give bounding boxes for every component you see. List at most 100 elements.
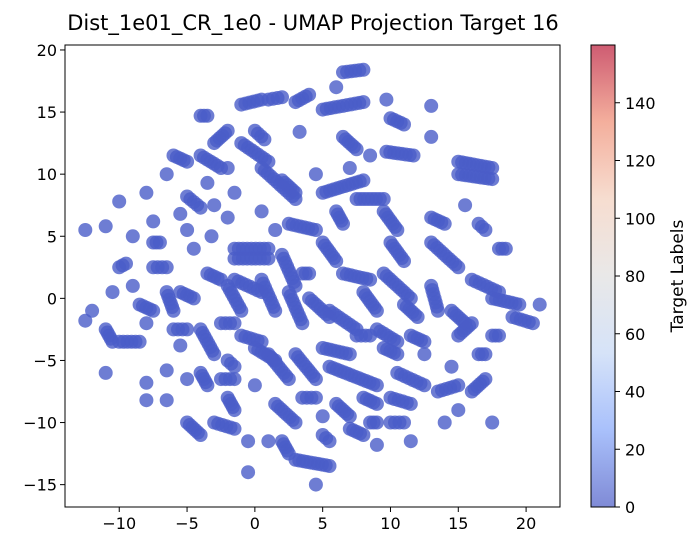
x-axis: −10 −5 0 5 10 15 20: [102, 507, 536, 533]
scatter-point: [369, 396, 384, 411]
scatter-point: [322, 459, 337, 473]
y-tick-label: −15: [23, 476, 57, 495]
scatter-point: [281, 372, 296, 387]
colorbar-tick-label: 120: [625, 152, 656, 171]
scatter-point: [308, 167, 323, 182]
scatter-point: [342, 347, 357, 362]
scatter-point: [247, 378, 262, 393]
scatter-point: [397, 117, 411, 132]
scatter-point: [204, 229, 219, 244]
scatter-point: [173, 206, 188, 221]
scatter-point: [417, 347, 432, 362]
scatter-point: [139, 393, 154, 408]
x-tick-label: −10: [102, 514, 136, 533]
scatter-point: [464, 316, 479, 331]
scatter-point: [424, 98, 439, 113]
scatter-point: [478, 223, 493, 237]
scatter-point: [159, 393, 174, 408]
scatter-point: [186, 291, 201, 306]
scatter-point: [288, 192, 303, 206]
scatter-point: [227, 421, 242, 436]
scatter-point: [512, 297, 527, 312]
scatter-point: [166, 303, 181, 318]
scatter-point: [444, 359, 459, 374]
scatter-point: [241, 434, 256, 449]
colorbar-ticks: 0 20 40 60 80 100 120 140: [615, 94, 656, 517]
scatter-point: [397, 254, 411, 269]
chart-title: Dist_1e01_CR_1e0 - UMAP Projection Targe…: [67, 11, 559, 36]
scatter-point: [152, 235, 167, 250]
scatter-point: [437, 415, 452, 430]
scatter-point: [369, 415, 384, 430]
scatter-point: [227, 372, 242, 387]
x-tick-label: 15: [448, 514, 468, 533]
scatter-point: [363, 148, 378, 163]
scatter-point: [186, 241, 201, 256]
colorbar-tick-label: 140: [625, 94, 656, 113]
scatter-point: [498, 241, 513, 256]
scatter-point: [227, 185, 242, 200]
colorbar: 0 20 40 60 80 100 120 140 Target Labels: [590, 44, 688, 517]
y-tick-label: 15: [37, 103, 57, 122]
scatter-point: [193, 200, 208, 215]
scatter-point: [254, 92, 269, 107]
scatter-point: [485, 161, 500, 175]
scatter-point: [424, 129, 439, 144]
y-tick-label: 10: [37, 165, 57, 184]
scatter-point: [180, 223, 195, 237]
colorbar-tick-label: 0: [625, 498, 635, 517]
scatter-point: [125, 229, 140, 244]
y-tick-label: 0: [47, 289, 57, 308]
scatter-point: [329, 254, 344, 269]
scatter-point: [349, 142, 364, 157]
x-tick-label: 0: [250, 514, 260, 533]
scatter-point: [112, 194, 127, 209]
scatter-point: [403, 396, 418, 411]
scatter-point: [342, 409, 357, 424]
y-tick-label: −10: [23, 414, 57, 433]
scatter-point: [308, 477, 323, 492]
scatter-point: [336, 216, 350, 231]
scatter-point: [139, 316, 154, 331]
scatter-point: [308, 390, 323, 405]
scatter-point: [261, 251, 276, 266]
scatter-point: [98, 219, 113, 234]
scatter-point: [322, 434, 337, 449]
scatter-point: [241, 465, 256, 480]
scatter-point: [369, 303, 384, 318]
y-tick-label: 5: [47, 227, 57, 246]
scatter-point: [132, 334, 147, 349]
scatter-point: [261, 434, 276, 449]
scatter-point: [254, 204, 269, 219]
colorbar-tick-label: 20: [625, 440, 645, 459]
scatter-point: [173, 338, 188, 353]
scatter-point: [308, 372, 323, 387]
scatter-point: [105, 285, 120, 300]
scatter-point: [85, 303, 100, 318]
scatter-point: [356, 173, 371, 188]
scatter-point: [257, 132, 272, 147]
scatter-point: [369, 378, 384, 393]
y-axis: −15 −10 −5 0 5 10 15 20: [23, 41, 65, 495]
scatter-point: [478, 372, 493, 387]
scatter-point: [180, 372, 195, 387]
scatter-point: [159, 363, 174, 378]
scatter-point: [220, 210, 235, 225]
scatter-points: [78, 62, 547, 492]
scatter-point: [308, 223, 323, 237]
scatter-point: [363, 272, 378, 287]
scatter-point: [159, 260, 174, 275]
scatter-point: [379, 92, 394, 107]
scatter-point: [458, 198, 473, 213]
scatter-point: [146, 303, 161, 318]
scatter-point: [139, 375, 154, 390]
scatter-point: [295, 316, 310, 331]
colorbar-tick-label: 60: [625, 325, 645, 344]
scatter-point: [200, 108, 215, 123]
scatter-point: [406, 148, 421, 163]
scatter-point: [139, 185, 154, 200]
scatter-point: [430, 303, 445, 318]
scatter-point: [390, 347, 405, 362]
scatter-point: [193, 428, 208, 442]
scatter-point: [302, 266, 317, 281]
